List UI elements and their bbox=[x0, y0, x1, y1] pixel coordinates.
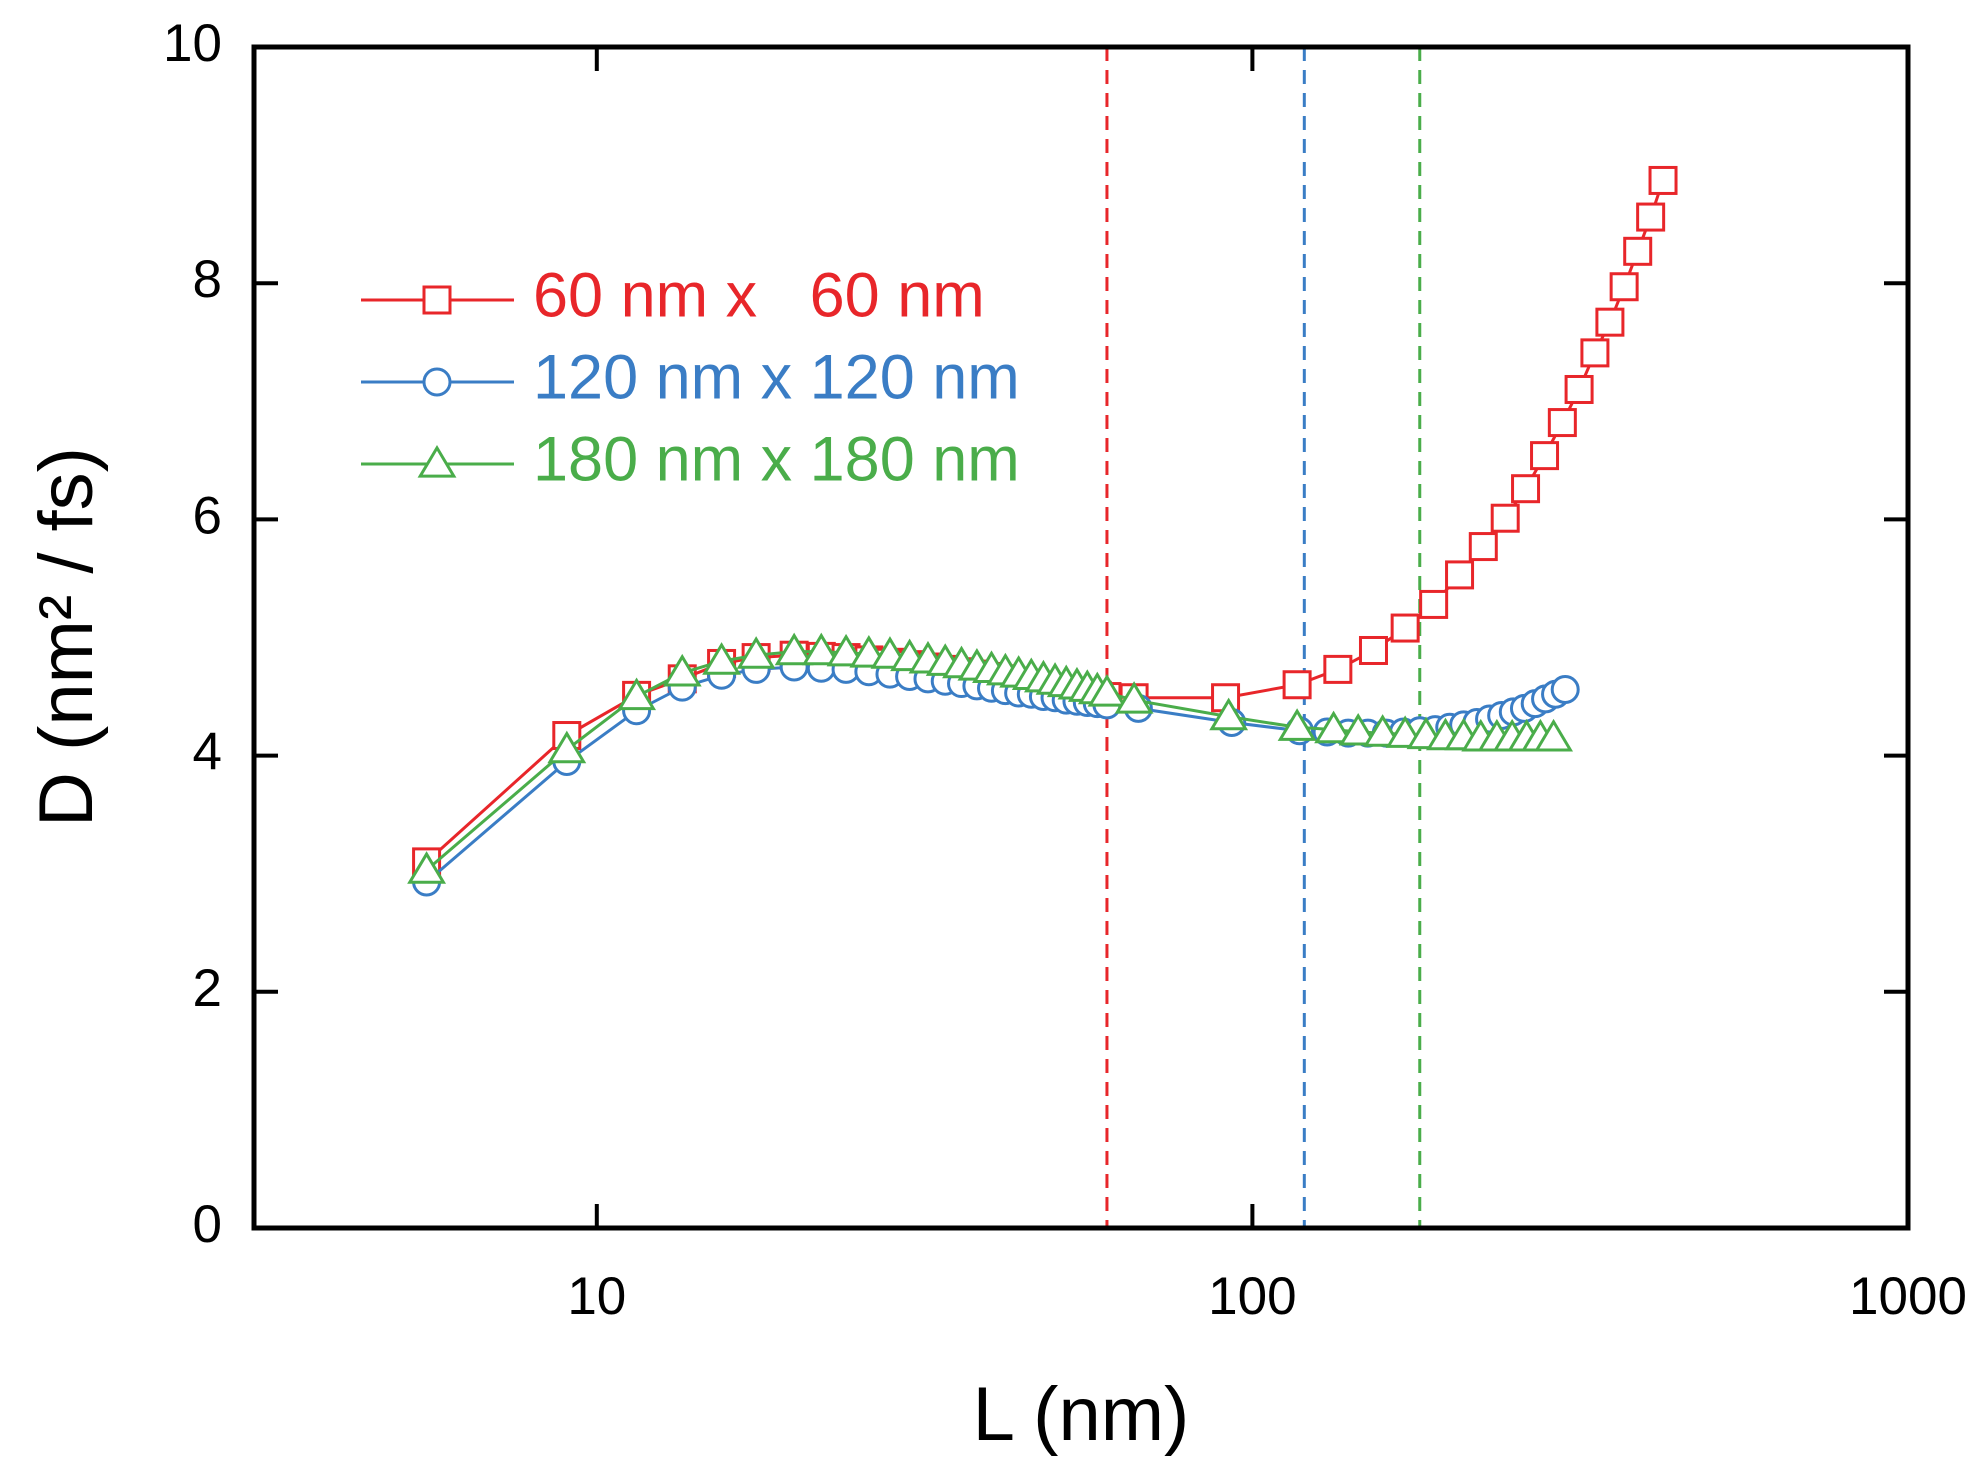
marker-circle bbox=[1550, 674, 1580, 704]
marker-triangle bbox=[702, 642, 742, 675]
x-tick-label: 100 bbox=[1208, 1267, 1296, 1326]
marker-triangle bbox=[1277, 708, 1317, 741]
marker-triangle bbox=[617, 677, 657, 711]
marker-square bbox=[1282, 670, 1312, 700]
legend-label: 60 nm x 60 nm bbox=[533, 261, 985, 331]
y-tick-label: 10 bbox=[163, 14, 222, 73]
marker-square bbox=[1390, 613, 1420, 643]
x-axis-label: L (nm) bbox=[973, 1372, 1190, 1457]
marker-square bbox=[1609, 272, 1639, 302]
y-axis-label: D (nm² / fs) bbox=[24, 447, 109, 827]
marker-square bbox=[1595, 307, 1625, 337]
y-tick-label: 8 bbox=[193, 250, 222, 309]
marker-square bbox=[1323, 654, 1353, 684]
legend-label: 120 nm x 120 nm bbox=[533, 343, 1020, 413]
marker-triangle bbox=[1314, 710, 1354, 744]
y-tick-label: 2 bbox=[193, 959, 222, 1018]
marker-triangle bbox=[407, 851, 447, 884]
marker-triangle bbox=[1363, 714, 1403, 747]
marker-square bbox=[422, 285, 452, 315]
marker-square bbox=[1580, 338, 1610, 368]
marker-circle bbox=[422, 367, 452, 397]
marker-triangle bbox=[417, 444, 457, 478]
y-tick-label: 4 bbox=[193, 723, 222, 782]
marker-triangle bbox=[1087, 673, 1127, 707]
marker-triangle bbox=[1534, 718, 1574, 752]
marker-triangle bbox=[547, 730, 587, 764]
y-tick-label: 0 bbox=[193, 1195, 222, 1254]
marker-square bbox=[1530, 441, 1560, 471]
marker-triangle bbox=[1209, 697, 1249, 731]
marker-triangle bbox=[774, 632, 814, 666]
x-tick-label: 10 bbox=[567, 1267, 626, 1326]
marker-triangle bbox=[801, 632, 841, 666]
marker-square bbox=[1623, 236, 1653, 266]
marker-triangle bbox=[662, 653, 702, 687]
y-tick-label: 6 bbox=[193, 486, 222, 545]
legend-label: 180 nm x 180 nm bbox=[533, 425, 1020, 495]
marker-square bbox=[1564, 374, 1594, 404]
marker-square bbox=[1490, 503, 1520, 533]
marker-square bbox=[1419, 589, 1449, 619]
marker-square bbox=[1511, 474, 1541, 504]
plot-frame bbox=[251, 44, 1911, 1231]
marker-triangle bbox=[826, 633, 866, 667]
marker-square bbox=[1445, 560, 1475, 590]
marker-triangle bbox=[736, 636, 776, 669]
x-tick-label: 1000 bbox=[1849, 1267, 1967, 1326]
marker-triangle bbox=[1114, 681, 1154, 714]
marker-square bbox=[1648, 165, 1678, 195]
marker-square bbox=[1468, 532, 1498, 562]
marker-square bbox=[1547, 408, 1577, 438]
marker-square bbox=[1358, 635, 1388, 665]
marker-triangle bbox=[1338, 712, 1378, 746]
marker-square bbox=[1636, 202, 1666, 232]
